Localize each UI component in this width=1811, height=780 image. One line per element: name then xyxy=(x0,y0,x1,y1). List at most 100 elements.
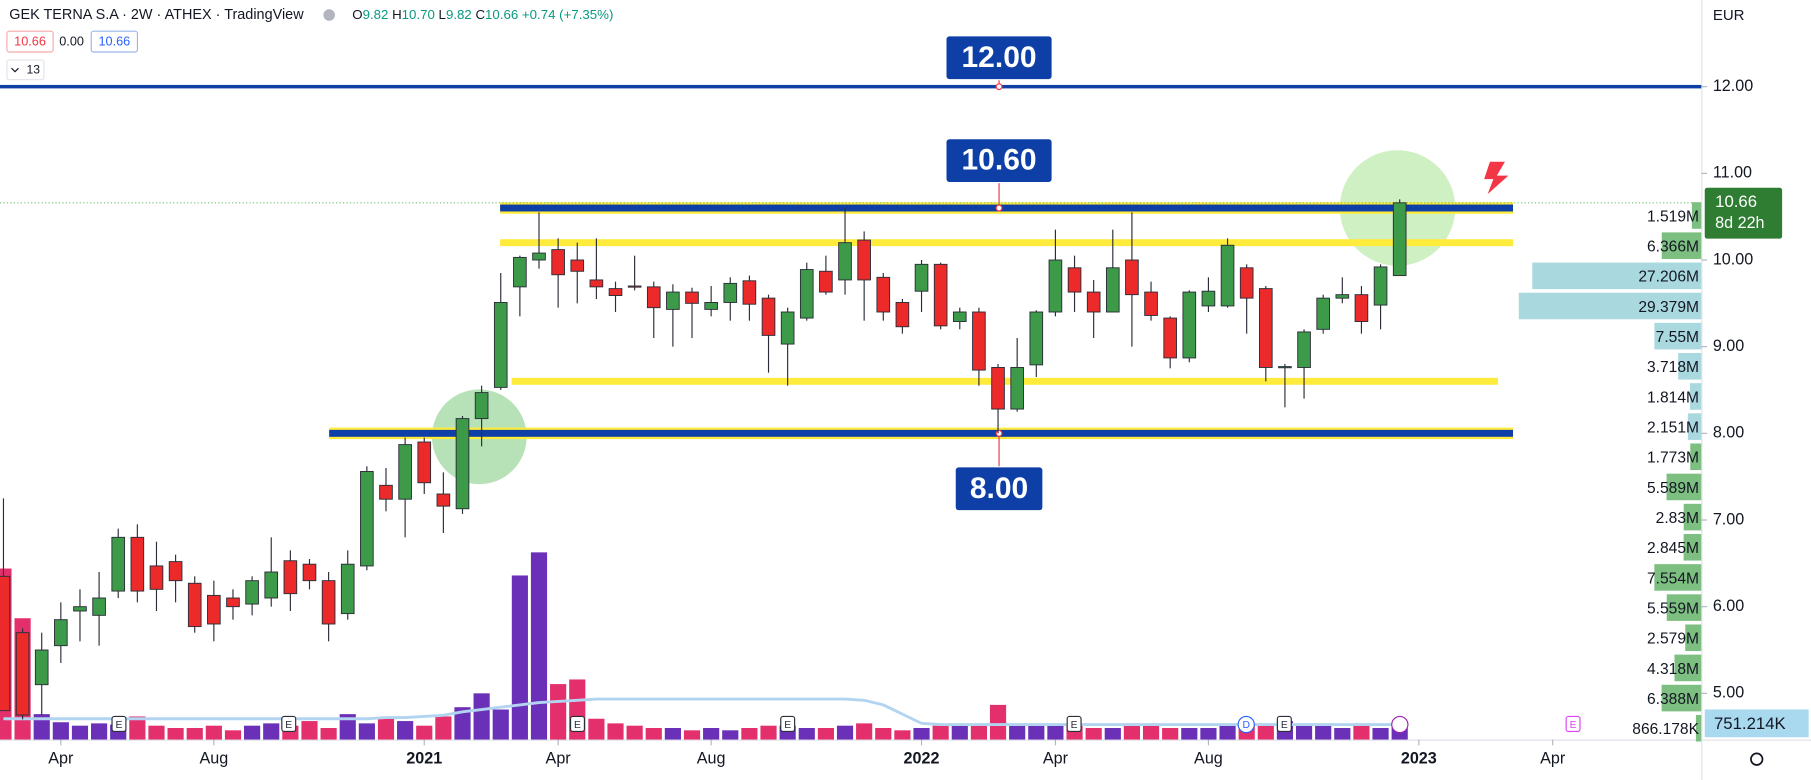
volume-bar xyxy=(129,716,146,740)
volume-bar xyxy=(1085,728,1102,740)
profile-bar xyxy=(1654,564,1702,591)
candle-body xyxy=(1086,291,1101,313)
candle-body xyxy=(1239,267,1254,299)
candle-body xyxy=(1354,294,1369,322)
profile-bar xyxy=(1666,594,1702,621)
candle-body xyxy=(838,242,852,281)
level-label-box xyxy=(945,138,1053,184)
event-label: E xyxy=(574,720,581,731)
level-line xyxy=(500,204,1514,212)
candle-body xyxy=(1010,367,1024,410)
candle-body xyxy=(207,594,221,625)
volume-bar xyxy=(1334,728,1351,740)
volume-bar xyxy=(320,728,337,740)
volume-bar xyxy=(186,728,203,740)
profile-label: 1.773M xyxy=(1647,450,1699,467)
candle-body xyxy=(1182,291,1197,359)
profile-label: 29.379M xyxy=(1638,299,1699,316)
candle-body xyxy=(73,606,87,612)
volume-ma-tag xyxy=(1704,709,1809,738)
level-line xyxy=(0,84,1702,89)
candle-body xyxy=(302,563,317,582)
candle-body xyxy=(646,286,661,309)
volume-bar xyxy=(817,728,834,740)
y-tick-label: 11.00 xyxy=(1713,164,1752,182)
support-band xyxy=(500,239,1514,247)
candle-body xyxy=(819,270,833,293)
volume-bar xyxy=(339,714,356,740)
candle-body xyxy=(1392,202,1407,277)
volume-bar xyxy=(1162,728,1179,740)
event-marker xyxy=(111,715,127,733)
profile-label: 2.151M xyxy=(1647,419,1699,436)
candle-body xyxy=(1029,311,1044,366)
bid: 10.66 xyxy=(14,35,46,49)
profile-label: 866.178K xyxy=(1632,721,1699,738)
y-tick-label: 9.00 xyxy=(1713,337,1744,355)
candle-body xyxy=(876,276,891,313)
profile-bar xyxy=(1661,684,1702,712)
volume-bar xyxy=(205,725,222,740)
candle-body xyxy=(321,580,336,625)
candle-body xyxy=(627,285,642,288)
candle-body xyxy=(474,392,489,420)
volume-bar xyxy=(913,728,930,740)
level-anchor xyxy=(995,83,1003,91)
spread: 0.00 xyxy=(59,35,84,49)
candle-body xyxy=(551,249,565,276)
indicator-count: 13 xyxy=(27,63,41,77)
volume-bar xyxy=(473,693,490,740)
candle-body xyxy=(1316,297,1330,330)
volume-bar xyxy=(645,728,662,740)
last-price-label: 10.66 xyxy=(1715,192,1757,211)
volume-bar xyxy=(91,723,108,740)
profile-bar xyxy=(1690,383,1702,410)
candle-body xyxy=(895,302,910,328)
profile-bar xyxy=(1695,714,1702,742)
candle-body xyxy=(111,536,126,592)
volume-bar xyxy=(1200,728,1217,740)
candle-body xyxy=(1258,288,1273,368)
candle-body xyxy=(666,291,680,310)
ohlc-label: L xyxy=(439,7,446,22)
volume-bar xyxy=(1219,725,1236,740)
volume-bar xyxy=(664,728,681,740)
x-tick-label: 2022 xyxy=(904,749,940,767)
x-tick-label: 2023 xyxy=(1401,749,1437,767)
event-label: E xyxy=(116,720,123,731)
collapse-button[interactable] xyxy=(6,59,45,81)
candle-body xyxy=(226,597,240,608)
level-anchor xyxy=(995,204,1003,212)
x-tick-label: Apr xyxy=(546,749,572,767)
ohlc-value: 9.82 xyxy=(446,7,472,22)
profile-label: 3.718M xyxy=(1647,359,1699,376)
level-label: 8.00 xyxy=(970,472,1028,505)
settings-icon[interactable] xyxy=(1750,752,1764,766)
candle-body xyxy=(493,302,508,388)
profile-bar xyxy=(1661,232,1702,259)
event-marker xyxy=(1565,715,1581,733)
volume-bar xyxy=(932,725,949,740)
volume-bar xyxy=(856,723,873,740)
volume-bar xyxy=(741,728,758,740)
candle-body xyxy=(704,302,718,310)
alert-icon xyxy=(1484,161,1509,195)
candle-body xyxy=(455,418,470,510)
ohlc-value: 10.66 xyxy=(485,7,518,22)
currency[interactable]: EUR xyxy=(1713,7,1745,24)
candle-body xyxy=(1067,267,1082,293)
event-label: E xyxy=(1570,720,1577,731)
candle-body xyxy=(34,649,49,686)
candle-body xyxy=(952,311,967,322)
profile-label: 6.366M xyxy=(1647,239,1699,256)
candle-body xyxy=(436,493,451,507)
volume-bar xyxy=(550,684,567,740)
volume-bar xyxy=(1181,728,1198,740)
volume-bar xyxy=(588,718,605,740)
candle-body xyxy=(780,311,795,345)
volume-bar xyxy=(224,730,242,740)
volume-bar xyxy=(301,721,318,740)
volume-bar xyxy=(454,707,471,740)
